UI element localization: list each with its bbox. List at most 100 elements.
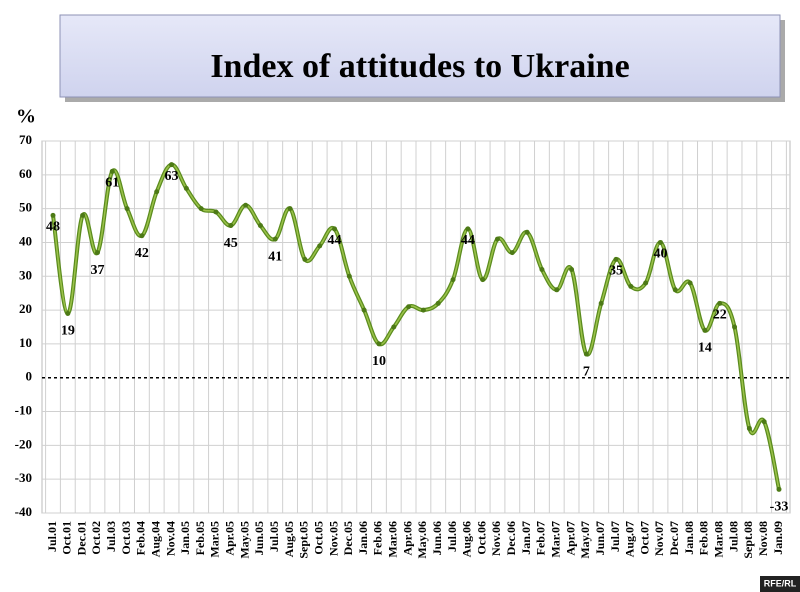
x-tick-label: Feb.04	[134, 521, 148, 555]
x-tick-label: Apr.06	[400, 521, 414, 556]
data-point	[391, 324, 397, 330]
x-tick-label: Jul.03	[104, 521, 118, 552]
x-tick-label: Dec.05	[341, 521, 355, 555]
source: RFE/RL	[764, 578, 797, 588]
data-label: 40	[653, 247, 667, 262]
y-tick-label: 0	[26, 369, 33, 384]
x-tick-label: May.06	[415, 521, 429, 559]
data-point	[332, 226, 338, 232]
data-label: 7	[583, 364, 590, 379]
data-label: 45	[224, 236, 238, 251]
x-tick-label: Jul.06	[445, 521, 459, 552]
x-tick-label: Jan.07	[519, 521, 533, 555]
data-point	[746, 425, 752, 431]
data-point	[109, 168, 115, 174]
x-tick-label: Jun.06	[430, 521, 444, 555]
data-label: 37	[90, 263, 104, 278]
y-tick-label: 30	[19, 267, 32, 282]
x-tick-label: Jul.01	[45, 521, 59, 552]
x-tick-label: Oct.01	[60, 521, 74, 555]
x-tick-label: May.05	[237, 521, 251, 559]
data-point	[465, 226, 471, 232]
data-point	[406, 304, 412, 310]
data-point	[346, 273, 352, 279]
data-point	[524, 229, 530, 235]
x-tick-label: May.07	[578, 521, 592, 559]
data-label: 42	[135, 246, 149, 261]
data-point	[80, 212, 86, 218]
data-point	[435, 300, 441, 306]
data-label: 35	[609, 264, 623, 279]
y-tick-label: 50	[19, 200, 32, 215]
data-point	[494, 236, 500, 242]
x-tick-label: Feb.08	[697, 521, 711, 555]
data-point	[450, 277, 456, 283]
x-tick-label: Apr.07	[563, 521, 577, 556]
x-tick-label: Jul.08	[726, 521, 740, 552]
data-point	[643, 280, 649, 286]
data-label: 19	[61, 324, 75, 339]
data-point	[287, 206, 293, 212]
y-tick-label: -10	[15, 403, 32, 418]
data-point	[257, 223, 263, 229]
x-tick-label: Oct.02	[89, 521, 103, 555]
y-tick-label: 70	[19, 132, 32, 147]
data-point	[228, 223, 234, 229]
data-label: 61	[105, 176, 119, 191]
data-point	[717, 300, 723, 306]
data-point	[361, 307, 367, 313]
data-point	[480, 277, 486, 283]
source-badge	[760, 576, 800, 592]
data-point	[583, 351, 589, 357]
x-tick-label: Aug.05	[282, 521, 296, 557]
data-point	[672, 287, 678, 293]
data-point	[94, 250, 100, 256]
data-point	[554, 287, 560, 293]
x-tick-label: Jun.07	[593, 521, 607, 555]
data-point	[272, 236, 278, 242]
data-point	[628, 283, 634, 289]
data-point	[124, 206, 130, 212]
x-tick-label: Mar.08	[711, 521, 725, 558]
data-point	[243, 202, 249, 208]
data-label: 22	[713, 308, 727, 323]
data-label: 14	[698, 341, 712, 356]
data-label: 44	[328, 233, 342, 248]
data-point	[509, 250, 515, 256]
x-tick-label: Jan.06	[356, 521, 370, 555]
data-point	[376, 341, 382, 347]
x-tick-label: Aug.06	[460, 521, 474, 557]
y-tick-label: -20	[15, 436, 32, 451]
data-point	[50, 212, 56, 218]
data-label: 63	[165, 169, 179, 184]
x-tick-label: Dec.06	[504, 521, 518, 555]
x-tick-label: Jun.05	[252, 521, 266, 555]
y-tick-label: 10	[19, 335, 32, 350]
x-tick-label: Mar.06	[386, 521, 400, 558]
x-tick-label: Dec.01	[74, 521, 88, 555]
data-point	[198, 206, 204, 212]
data-label: 48	[46, 220, 60, 235]
x-tick-label: Apr.05	[223, 521, 237, 556]
data-point	[65, 310, 71, 316]
data-point	[183, 185, 189, 191]
x-tick-label: Oct.06	[474, 521, 488, 555]
data-point	[702, 327, 708, 333]
x-tick-label: Jan.09	[771, 521, 785, 555]
data-point	[569, 267, 575, 273]
data-label: 41	[268, 249, 282, 264]
data-point	[213, 209, 219, 215]
x-tick-label: Aug.07	[623, 521, 637, 557]
y-tick-label: -30	[15, 470, 32, 485]
data-point	[776, 486, 782, 492]
x-tick-label: Nov.06	[489, 521, 503, 556]
x-tick-label: Nov.07	[652, 521, 666, 556]
y-tick-label: 60	[19, 166, 32, 181]
data-point	[420, 307, 426, 313]
data-point	[302, 256, 308, 262]
x-tick-label: Feb.06	[371, 521, 385, 555]
y-axis-label: %	[16, 106, 36, 128]
x-tick-label: Nov.05	[326, 521, 340, 556]
x-tick-label: Mar.07	[549, 521, 563, 558]
x-tick-label: Jul.05	[267, 521, 281, 552]
